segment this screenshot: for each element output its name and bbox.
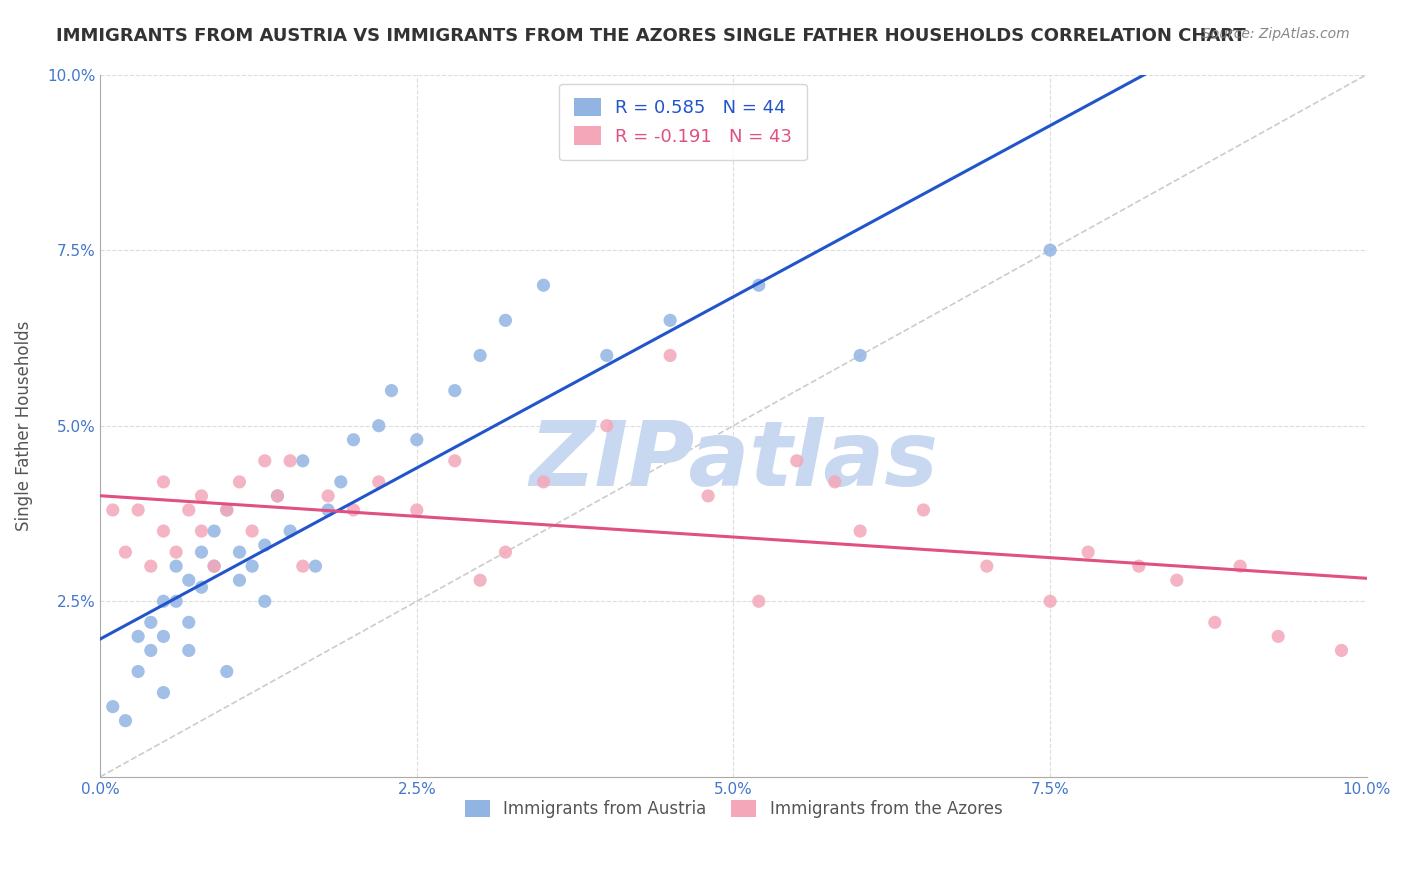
- Immigrants from the Azores: [697, 489, 720, 503]
- Immigrants from the Azores: [786, 454, 808, 468]
- Immigrants from the Azores: [266, 489, 288, 503]
- Immigrants from Austria: [659, 313, 682, 327]
- Immigrants from the Azores: [190, 489, 212, 503]
- Immigrants from Austria: [215, 665, 238, 679]
- Immigrants from Austria: [202, 559, 225, 574]
- Immigrants from Austria: [443, 384, 465, 398]
- Text: IMMIGRANTS FROM AUSTRIA VS IMMIGRANTS FROM THE AZORES SINGLE FATHER HOUSEHOLDS C: IMMIGRANTS FROM AUSTRIA VS IMMIGRANTS FR…: [56, 27, 1246, 45]
- Immigrants from Austria: [253, 538, 276, 552]
- Immigrants from Austria: [367, 418, 389, 433]
- Immigrants from Austria: [152, 594, 174, 608]
- Immigrants from Austria: [291, 454, 314, 468]
- Immigrants from the Azores: [1229, 559, 1251, 574]
- Immigrants from Austria: [152, 629, 174, 643]
- Immigrants from the Azores: [748, 594, 770, 608]
- Immigrants from Austria: [114, 714, 136, 728]
- Immigrants from the Azores: [495, 545, 517, 559]
- Immigrants from the Azores: [1039, 594, 1062, 608]
- Immigrants from the Azores: [177, 503, 200, 517]
- Legend: Immigrants from Austria, Immigrants from the Azores: Immigrants from Austria, Immigrants from…: [458, 793, 1010, 825]
- Immigrants from Austria: [748, 278, 770, 293]
- Immigrants from Austria: [304, 559, 326, 574]
- Immigrants from the Azores: [1330, 643, 1353, 657]
- Immigrants from Austria: [177, 643, 200, 657]
- Immigrants from Austria: [266, 489, 288, 503]
- Immigrants from the Azores: [1204, 615, 1226, 630]
- Immigrants from the Azores: [533, 475, 555, 489]
- Immigrants from Austria: [278, 524, 301, 538]
- Immigrants from the Azores: [240, 524, 263, 538]
- Immigrants from the Azores: [190, 524, 212, 538]
- Immigrants from Austria: [101, 699, 124, 714]
- Immigrants from Austria: [127, 665, 149, 679]
- Immigrants from Austria: [177, 573, 200, 587]
- Immigrants from Austria: [139, 643, 162, 657]
- Immigrants from Austria: [342, 433, 364, 447]
- Immigrants from Austria: [127, 629, 149, 643]
- Immigrants from the Azores: [849, 524, 872, 538]
- Immigrants from Austria: [849, 348, 872, 362]
- Immigrants from Austria: [329, 475, 352, 489]
- Immigrants from the Azores: [1267, 629, 1289, 643]
- Immigrants from the Azores: [202, 559, 225, 574]
- Immigrants from the Azores: [253, 454, 276, 468]
- Immigrants from the Azores: [468, 573, 491, 587]
- Immigrants from Austria: [190, 580, 212, 594]
- Immigrants from the Azores: [367, 475, 389, 489]
- Immigrants from Austria: [495, 313, 517, 327]
- Immigrants from Austria: [215, 503, 238, 517]
- Immigrants from the Azores: [1077, 545, 1099, 559]
- Immigrants from Austria: [165, 559, 187, 574]
- Immigrants from the Azores: [114, 545, 136, 559]
- Immigrants from the Azores: [316, 489, 339, 503]
- Immigrants from Austria: [533, 278, 555, 293]
- Immigrants from Austria: [228, 545, 250, 559]
- Immigrants from Austria: [405, 433, 427, 447]
- Immigrants from the Azores: [912, 503, 935, 517]
- Y-axis label: Single Father Households: Single Father Households: [15, 320, 32, 531]
- Immigrants from the Azores: [152, 475, 174, 489]
- Immigrants from Austria: [596, 348, 619, 362]
- Immigrants from Austria: [165, 594, 187, 608]
- Immigrants from the Azores: [596, 418, 619, 433]
- Immigrants from the Azores: [101, 503, 124, 517]
- Immigrants from the Azores: [228, 475, 250, 489]
- Text: Source: ZipAtlas.com: Source: ZipAtlas.com: [1202, 27, 1350, 41]
- Immigrants from Austria: [152, 685, 174, 699]
- Immigrants from the Azores: [443, 454, 465, 468]
- Immigrants from Austria: [228, 573, 250, 587]
- Immigrants from Austria: [316, 503, 339, 517]
- Immigrants from Austria: [1039, 243, 1062, 257]
- Immigrants from the Azores: [1166, 573, 1188, 587]
- Immigrants from the Azores: [215, 503, 238, 517]
- Immigrants from Austria: [240, 559, 263, 574]
- Immigrants from the Azores: [127, 503, 149, 517]
- Text: ZIPatlas: ZIPatlas: [529, 417, 938, 505]
- Immigrants from Austria: [190, 545, 212, 559]
- Immigrants from Austria: [468, 348, 491, 362]
- Immigrants from the Azores: [165, 545, 187, 559]
- Immigrants from Austria: [380, 384, 402, 398]
- Immigrants from the Azores: [278, 454, 301, 468]
- Immigrants from Austria: [253, 594, 276, 608]
- Immigrants from Austria: [139, 615, 162, 630]
- Immigrants from Austria: [202, 524, 225, 538]
- Immigrants from the Azores: [659, 348, 682, 362]
- Immigrants from the Azores: [152, 524, 174, 538]
- Immigrants from the Azores: [291, 559, 314, 574]
- Immigrants from the Azores: [139, 559, 162, 574]
- Immigrants from the Azores: [405, 503, 427, 517]
- Immigrants from the Azores: [824, 475, 846, 489]
- Immigrants from Austria: [177, 615, 200, 630]
- Immigrants from the Azores: [976, 559, 998, 574]
- Immigrants from the Azores: [1128, 559, 1150, 574]
- Immigrants from the Azores: [342, 503, 364, 517]
